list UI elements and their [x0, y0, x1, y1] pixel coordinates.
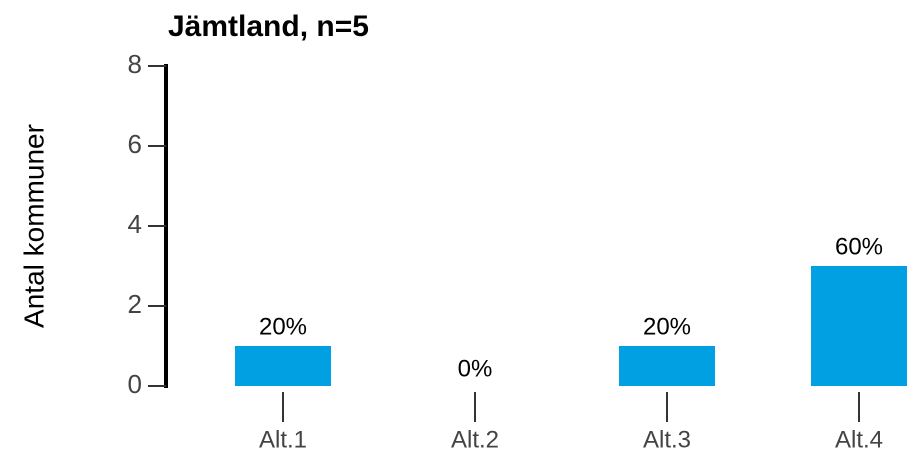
value-label: 20% [643, 313, 691, 340]
y-tick-label: 6 [128, 129, 142, 159]
x-tick-label: Alt.1 [259, 426, 307, 453]
bar [235, 346, 331, 386]
y-tick-label: 8 [128, 49, 142, 79]
chart-title: Jämtland, n=5 [168, 10, 369, 43]
x-tick-label: Alt.3 [643, 426, 691, 453]
x-tick-label: Alt.2 [451, 426, 499, 453]
bar [811, 266, 907, 386]
value-label: 60% [835, 233, 883, 260]
value-label: 0% [458, 355, 493, 382]
y-axis-label: Antal kommuner [18, 124, 49, 328]
bar [619, 346, 715, 386]
x-tick-label: Alt.4 [835, 426, 883, 453]
y-tick-label: 0 [128, 369, 142, 399]
y-tick-label: 4 [128, 209, 142, 239]
y-tick-label: 2 [128, 289, 142, 319]
value-label: 20% [259, 313, 307, 340]
